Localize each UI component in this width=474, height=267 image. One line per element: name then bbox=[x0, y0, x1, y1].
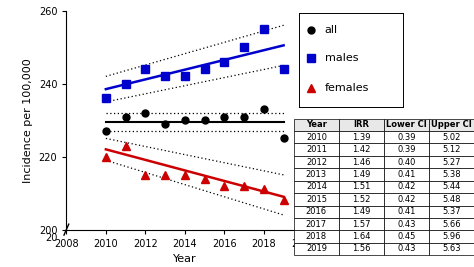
Text: males: males bbox=[325, 53, 358, 63]
Text: 20: 20 bbox=[46, 233, 58, 243]
Y-axis label: Incidence per 100,000: Incidence per 100,000 bbox=[23, 58, 33, 183]
Text: all: all bbox=[325, 25, 338, 35]
X-axis label: Year: Year bbox=[173, 254, 197, 264]
Text: females: females bbox=[325, 83, 369, 93]
